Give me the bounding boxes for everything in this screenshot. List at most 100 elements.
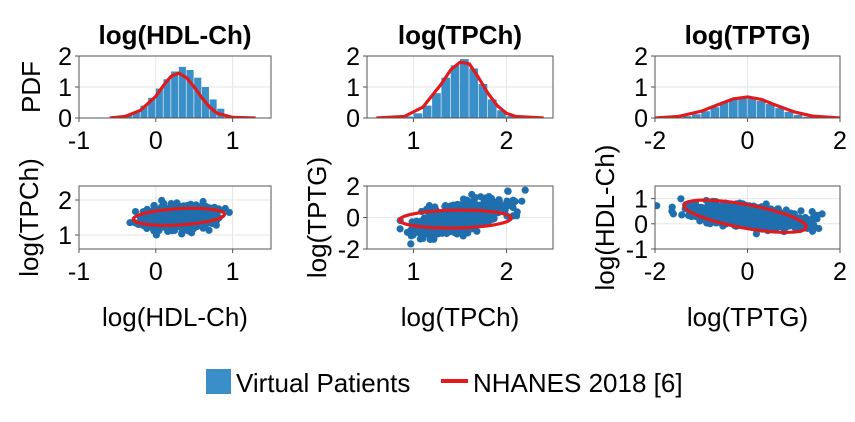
x-tick-label: 1 [407, 258, 421, 286]
y-tick-label: 0 [346, 105, 360, 133]
virtual-patient-point [813, 211, 821, 219]
histogram-bar [729, 99, 738, 118]
y-axis-label: PDF [16, 61, 46, 113]
scatter-tpch-tptg: 1 2 -2 0 2 log(TPCh) log(TPTG) [302, 157, 554, 332]
virtual-patient-point [504, 187, 512, 195]
virtual-patient-point [760, 218, 768, 226]
y-tick-label: 0 [58, 105, 72, 133]
x-tick-label: -2 [644, 127, 666, 155]
histogram-bar [478, 83, 488, 118]
histogram-bar [460, 59, 469, 118]
virtual-patient-point [178, 229, 186, 237]
y-tick-label: 2 [346, 43, 360, 71]
nhanes-ellipse [397, 208, 513, 230]
virtual-patient-point [720, 207, 728, 215]
histogram-bar [186, 69, 194, 118]
virtual-patient-point [158, 196, 166, 204]
histogram-bar [194, 77, 202, 118]
y-axis-label: log(HDL-Ch) [590, 145, 620, 291]
y-tick-label: 1 [634, 186, 648, 214]
histogram-bar [719, 102, 729, 118]
legend-label-nhanes: NHANES 2018 [6] [473, 368, 683, 398]
histogram-bar [432, 93, 441, 118]
y-axis-label: log(TPTG) [302, 157, 332, 278]
virtual-patient-point [774, 220, 782, 228]
virtual-patient-point [198, 222, 206, 230]
histogram-bar [413, 113, 423, 118]
virtual-patient-point [808, 208, 816, 216]
virtual-patient-point [678, 211, 686, 219]
x-tick-label: 0 [149, 258, 163, 286]
virtual-patient-point [518, 197, 526, 205]
virtual-patient-point [668, 203, 676, 211]
virtual-patient-point [150, 202, 158, 210]
y-tick-label: 0 [634, 105, 648, 133]
histogram-bar [422, 105, 432, 118]
histogram-bar [692, 114, 701, 118]
virtual-patient-point [500, 203, 508, 211]
y-tick-label: 2 [346, 173, 360, 201]
histogram-bar [775, 108, 784, 118]
nhanes-ellipse [682, 198, 809, 234]
x-tick-label: 2 [500, 258, 514, 286]
virtual-patient-point [418, 227, 426, 235]
histogram-bar [132, 111, 140, 118]
histogram-bar [469, 68, 478, 118]
plot-area [655, 195, 826, 238]
plot-area [396, 186, 529, 248]
histogram-bar [766, 104, 775, 118]
histogram-bar [756, 100, 766, 118]
y-tick-label: -1 [626, 236, 648, 264]
y-tick-label: 2 [58, 187, 72, 215]
virtual-patient-point [407, 240, 415, 248]
plot-area [109, 66, 256, 118]
histogram-bar [487, 99, 497, 118]
virtual-patient-point [428, 214, 436, 223]
virtual-patient-point [454, 218, 462, 226]
virtual-patient-point [730, 215, 739, 223]
virtual-patient-point [147, 215, 155, 224]
histogram-bar [404, 116, 413, 118]
axes-frame [78, 185, 272, 250]
histogram-bar [682, 116, 692, 118]
virtual-patient-point [784, 217, 792, 225]
y-tick-label: -2 [338, 236, 360, 264]
y-axis-label: log(TPCh) [14, 158, 44, 276]
histogram-bar [738, 97, 747, 118]
virtual-patient-point [810, 221, 818, 229]
x-tick-label: 1 [226, 258, 240, 286]
x-tick-label: 1 [407, 127, 421, 155]
histogram-bar [497, 110, 506, 118]
histogram-bar [710, 107, 720, 118]
virtual-patient-point [434, 214, 442, 222]
legend-label-virtual-patients: Virtual Patients [236, 368, 410, 398]
virtual-patient-point [745, 207, 753, 215]
virtual-patient-point [408, 230, 416, 238]
virtual-patient-point [768, 222, 776, 231]
virtual-patient-point [783, 222, 791, 230]
x-axis-label: log(TPTG) [687, 302, 808, 332]
virtual-patient-point [751, 208, 760, 216]
virtual-patient-point [131, 208, 140, 216]
y-tick-label: 1 [346, 74, 360, 102]
virtual-patient-point [476, 215, 484, 223]
hist-tpch: 1 2 0 1 2 log(TPCh) [346, 20, 554, 155]
x-tick-label: 0 [149, 127, 163, 155]
virtual-patient-point [468, 190, 476, 199]
plot-area [376, 59, 544, 118]
virtual-patient-point [464, 229, 472, 237]
histogram-bar [148, 97, 156, 118]
virtual-patient-point [495, 196, 503, 204]
y-tick-label: 1 [634, 74, 648, 102]
virtual-patient-point [138, 216, 146, 224]
y-tick-label: 0 [634, 211, 648, 239]
x-tick-label: -1 [68, 127, 90, 155]
plot-area [655, 95, 840, 118]
virtual-patient-point [205, 226, 213, 234]
virtual-patient-point [714, 202, 722, 210]
virtual-patient-point [770, 214, 778, 222]
virtual-patient-point [669, 210, 678, 218]
virtual-patient-point [677, 195, 685, 203]
virtual-patient-point [165, 213, 173, 221]
